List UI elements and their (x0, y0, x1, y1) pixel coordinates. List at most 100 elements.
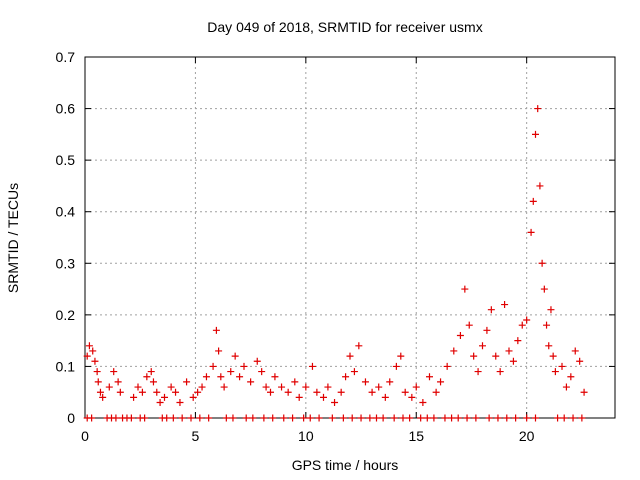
data-point (284, 388, 292, 396)
y-tick-label: 0.3 (56, 255, 76, 271)
data-point (143, 373, 151, 381)
data-point-zero (379, 414, 387, 422)
data-point (172, 388, 180, 396)
data-point (397, 352, 405, 360)
data-point-zero (187, 414, 195, 422)
axis-ticks: 0 5 10 15 20 0 0.1 0.2 0.3 0.4 0.5 0.6 0.7 (56, 49, 615, 444)
data-point (110, 368, 118, 376)
data-point-zero (196, 414, 204, 422)
data-point-zero (339, 414, 347, 422)
data-point (91, 357, 99, 365)
x-tick-label: 5 (192, 428, 200, 444)
data-point (258, 368, 266, 376)
data-point-zero (163, 414, 171, 422)
data-point (149, 378, 157, 386)
data-point (331, 399, 339, 407)
data-point (114, 378, 122, 386)
x-tick-label: 10 (298, 428, 314, 444)
data-point (147, 368, 155, 376)
data-point (83, 352, 91, 360)
data-point-zero (249, 414, 257, 422)
data-point (479, 342, 486, 350)
data-point (153, 388, 161, 396)
data-point (532, 130, 539, 138)
data-points (83, 105, 588, 422)
data-point (291, 378, 299, 386)
data-point-zero (441, 414, 449, 422)
chart-title: Day 049 of 2018, SRMTID for receiver usm… (207, 19, 482, 35)
data-point (514, 337, 522, 345)
data-point (320, 393, 327, 401)
data-point (271, 373, 279, 381)
data-point (483, 326, 491, 334)
data-point (368, 388, 376, 396)
data-point (505, 347, 513, 355)
data-point (419, 399, 427, 407)
data-point (487, 306, 495, 314)
data-point-zero (417, 414, 425, 422)
data-point (534, 105, 542, 113)
y-tick-label: 0 (67, 410, 75, 426)
data-point (432, 388, 440, 396)
data-point (346, 352, 354, 360)
data-point (576, 357, 584, 365)
data-point (85, 342, 93, 350)
data-point (267, 388, 274, 396)
data-point (194, 388, 202, 396)
data-point-zero (242, 414, 250, 422)
data-point-zero (512, 414, 520, 422)
data-point (116, 388, 124, 396)
data-point (212, 326, 220, 334)
data-point (176, 399, 184, 407)
data-point (496, 368, 504, 376)
y-tick-label: 0.4 (56, 204, 76, 220)
data-point (562, 383, 570, 391)
data-point (231, 352, 239, 360)
data-point-zero (523, 414, 531, 422)
x-tick-label: 0 (81, 428, 89, 444)
data-point (198, 383, 206, 391)
data-point-zero (373, 414, 380, 422)
data-point-zero (494, 414, 502, 422)
data-point-zero (280, 414, 288, 422)
y-axis-label: SRMTID / TECUs (5, 183, 21, 293)
data-point (247, 378, 255, 386)
data-point (509, 357, 517, 365)
data-point (236, 373, 244, 381)
data-point-zero (289, 414, 297, 422)
y-tick-label: 0.5 (56, 152, 76, 168)
data-point (437, 378, 445, 386)
data-point (412, 383, 420, 391)
data-point (313, 388, 321, 396)
data-point (571, 347, 579, 355)
data-point (540, 285, 548, 293)
data-point (105, 383, 113, 391)
data-point (156, 399, 164, 407)
data-point-zero (222, 414, 230, 422)
data-point-zero (306, 414, 314, 422)
data-point (202, 373, 210, 381)
data-point (93, 368, 101, 376)
data-point-zero (127, 414, 135, 422)
data-point (278, 383, 286, 391)
data-point-zero (300, 414, 308, 422)
data-point (161, 393, 168, 401)
data-point (167, 383, 175, 391)
data-point-zero (503, 414, 511, 422)
data-point-zero (463, 414, 471, 422)
data-point (89, 347, 97, 355)
data-point (308, 362, 316, 370)
data-point (474, 368, 482, 376)
y-tick-label: 0.7 (56, 49, 76, 65)
y-tick-label: 0.1 (56, 358, 76, 374)
data-point (456, 331, 464, 339)
data-point (492, 352, 500, 360)
data-point (240, 362, 248, 370)
grid (85, 57, 615, 418)
data-point-zero (406, 414, 414, 422)
data-point (443, 362, 451, 370)
data-point (189, 393, 197, 401)
data-point-zero (569, 414, 577, 422)
data-point (580, 388, 588, 396)
x-axis-label: GPS time / hours (292, 457, 399, 473)
